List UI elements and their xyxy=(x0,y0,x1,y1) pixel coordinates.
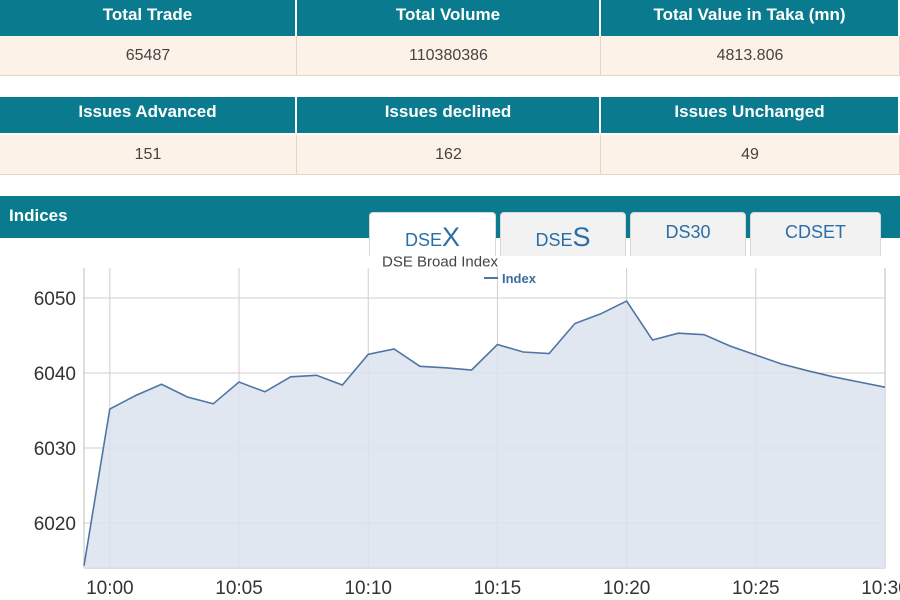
issues-unchanged-header: Issues Unchanged xyxy=(601,97,900,133)
tab-cdset-label: CDSET xyxy=(784,222,846,242)
legend-label: Index xyxy=(502,271,537,286)
chart-title: DSE Broad Index xyxy=(382,253,498,270)
tab-ds30[interactable]: DS30 xyxy=(630,212,746,256)
index-chart: 6020 6030 6040 6050 10:00 10:05 10:10 10:15 10:2… xyxy=(0,252,900,600)
y-tick-label: 6040 xyxy=(34,364,76,385)
issues-summary-header: Issues Advanced Issues declined Issues U… xyxy=(0,97,900,133)
total-trade-header: Total Trade xyxy=(0,0,297,36)
y-tick-label: 6050 xyxy=(34,289,76,310)
x-tick-label: 10:10 xyxy=(344,578,392,599)
x-tick-label: 10:25 xyxy=(732,578,780,599)
tab-dses-prefix: DSE xyxy=(535,230,573,250)
x-tick-label: 10:15 xyxy=(474,578,522,599)
x-tick-label: 10:00 xyxy=(86,578,134,599)
index-series-line xyxy=(83,299,886,566)
tab-dsex-suffix: X xyxy=(442,222,461,252)
tab-dses-suffix: S xyxy=(572,222,591,252)
issues-declined-value: 162 xyxy=(297,135,601,175)
total-volume-value: 110380386 xyxy=(297,36,601,76)
tab-dsex-prefix: DSE xyxy=(404,230,442,250)
index-chart-svg: 6020 6030 6040 6050 10:00 10:05 10:10 10:15 10:2… xyxy=(34,253,900,599)
tab-ds30-label: DS30 xyxy=(665,222,711,242)
y-tick-label: 6030 xyxy=(34,439,76,460)
x-tick-label: 10:20 xyxy=(603,578,651,599)
x-tick-label: 10:05 xyxy=(215,578,263,599)
tab-dsex[interactable]: DSEX xyxy=(369,212,496,256)
tab-cdset[interactable]: CDSET xyxy=(750,212,881,256)
index-series-area xyxy=(84,301,885,568)
issues-unchanged-value: 49 xyxy=(601,135,900,175)
tab-dses[interactable]: DSES xyxy=(500,212,626,256)
market-summary-header: Total Trade Total Volume Total Value in … xyxy=(0,0,900,36)
total-volume-header: Total Volume xyxy=(297,0,601,36)
issues-declined-header: Issues declined xyxy=(297,97,601,133)
total-value-header: Total Value in Taka (mn) xyxy=(601,0,900,36)
total-value-value: 4813.806 xyxy=(601,36,900,76)
issues-summary-values: 151 162 49 xyxy=(0,135,900,175)
y-tick-label: 6020 xyxy=(34,514,76,535)
total-trade-value: 65487 xyxy=(0,36,297,76)
indices-title: Indices xyxy=(9,206,68,225)
issues-advanced-header: Issues Advanced xyxy=(0,97,297,133)
market-summary-values: 65487 110380386 4813.806 xyxy=(0,36,900,76)
issues-advanced-value: 151 xyxy=(0,135,297,175)
x-tick-label: 10:30 xyxy=(861,578,900,599)
